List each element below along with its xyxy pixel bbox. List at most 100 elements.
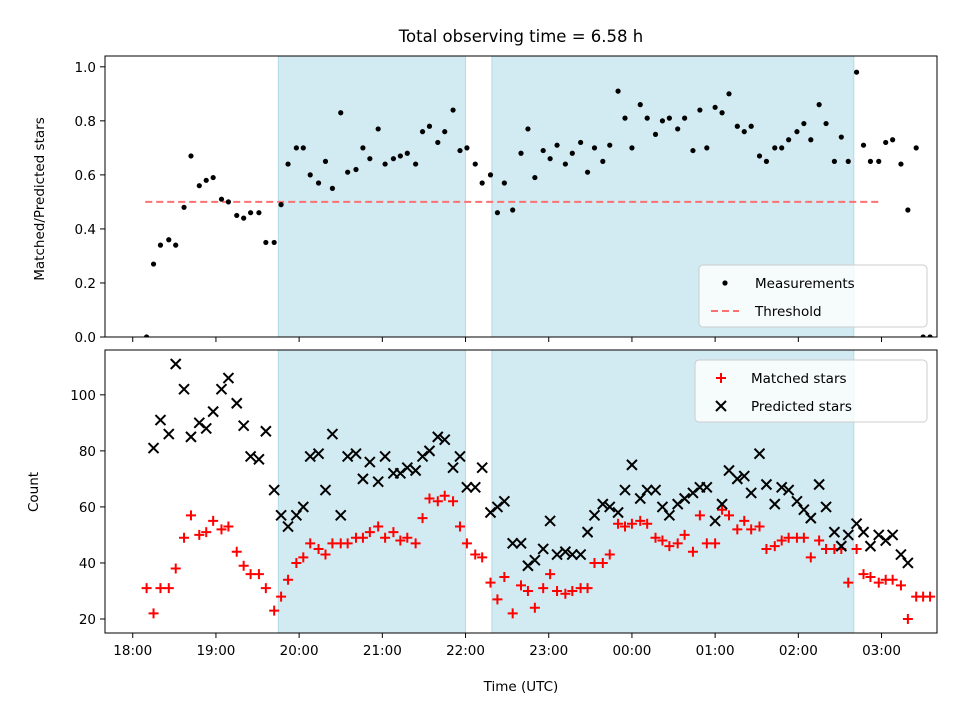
matched-star-point: [364, 527, 375, 538]
predicted-star-point: [857, 526, 870, 538]
measurement-point: [704, 145, 710, 151]
y-tick-label: 0.2: [75, 276, 96, 292]
matched-star-point: [201, 527, 212, 538]
matched-star-point: [208, 515, 219, 526]
predicted-star-point: [200, 422, 212, 435]
measurement-point: [375, 126, 381, 132]
matched-star-point: [597, 557, 608, 568]
predicted-star-point: [678, 492, 691, 505]
measurement-point: [867, 158, 874, 164]
matched-star-point: [895, 580, 906, 591]
predicted-star-point: [588, 509, 601, 522]
matched-star-point: [395, 535, 406, 546]
predicted-star-point: [515, 537, 527, 550]
matched-star-point: [269, 605, 280, 616]
chart-title: Total observing time = 6.58 h: [398, 27, 643, 46]
measurement-point: [741, 129, 747, 135]
matched-star-point: [291, 557, 302, 568]
matched-star-point: [873, 577, 884, 588]
predicted-star-point: [319, 484, 332, 496]
matched-star-point: [552, 585, 563, 596]
matched-star-point: [388, 527, 399, 538]
measurement-point: [838, 134, 844, 140]
predicted-star-point: [537, 543, 549, 555]
matched-star-point: [902, 613, 913, 624]
predicted-star-point: [469, 481, 481, 494]
measurement-point: [786, 137, 792, 143]
matched-star-point: [305, 538, 316, 549]
predicted-star-point: [566, 548, 579, 561]
x-tick-label: 21:00: [363, 643, 402, 659]
predicted-star-point: [791, 495, 803, 508]
measurement-point: [367, 156, 373, 162]
predicted-star-point: [529, 554, 541, 566]
measurement-point: [540, 147, 546, 154]
matched-star-point: [238, 560, 249, 571]
measurement-point: [652, 131, 659, 137]
measurement-point: [315, 180, 322, 186]
measurement-point: [890, 137, 896, 143]
measurement-point: [218, 196, 225, 202]
predicted-star-point: [902, 557, 914, 569]
y-tick-label: 0.4: [75, 222, 96, 238]
matched-star-point: [754, 521, 765, 532]
legend-label: Measurements: [755, 276, 855, 292]
measurement-point: [173, 242, 179, 248]
matched-star-point: [417, 513, 428, 524]
top-axes: 0.0 0.2 0.4 0.6 0.8 1.0 Measurements Threshold: [75, 55, 938, 346]
matched-star-point: [276, 591, 287, 602]
matched-star-point: [620, 521, 630, 532]
predicted-star-point: [886, 529, 899, 541]
measurement-point: [404, 150, 410, 156]
predicted-star-point: [842, 529, 854, 541]
measurement-point: [256, 210, 262, 216]
matched-star-point: [865, 571, 876, 582]
axes-frame: [104, 349, 938, 634]
y-tick-label: 60: [79, 500, 96, 516]
matched-star-point: [679, 529, 690, 540]
measurement-point: [615, 88, 621, 94]
measurement-point: [748, 123, 754, 129]
matched-star-point: [626, 518, 637, 529]
measurement-point: [808, 137, 814, 143]
matched-star-point: [560, 588, 571, 599]
measurement-point: [472, 161, 478, 167]
predicted-star-point: [709, 515, 721, 527]
matched-star-point: [231, 546, 242, 557]
predicted-star-point: [634, 492, 646, 505]
matched-star-point: [185, 510, 196, 521]
predicted-star-point: [798, 504, 810, 516]
matched-star-point: [179, 532, 190, 543]
predicted-star-point: [335, 509, 347, 522]
predicted-star-point: [476, 461, 488, 474]
predicted-star-point: [820, 501, 832, 513]
measurement-point: [457, 147, 463, 154]
matched-star-point: [687, 546, 698, 557]
matched-star-point: [216, 524, 227, 535]
predicted-star-point: [185, 431, 197, 443]
x-tick-label: 23:00: [529, 643, 568, 659]
matched-star-point: [485, 577, 496, 588]
measurement-point: [913, 145, 919, 151]
measurement-point: [518, 150, 524, 156]
matched-star-point: [739, 515, 750, 526]
matched-star-point: [635, 515, 646, 526]
measurement-point: [591, 145, 598, 151]
predicted-star-point: [154, 414, 167, 426]
measurement-point: [263, 239, 269, 246]
legend-label: Matched stars: [751, 371, 847, 387]
matched-star-point: [887, 574, 898, 585]
matched-star-point: [858, 569, 869, 580]
matched-star-point: [672, 538, 683, 549]
matched-star-point: [507, 608, 518, 619]
axes-frame: [104, 55, 938, 338]
predicted-star-point: [282, 520, 294, 533]
legend: Measurements Threshold: [698, 264, 928, 328]
observing-interval-band: [277, 55, 467, 338]
predicted-star-point: [619, 484, 631, 496]
predicted-star-point: [559, 546, 572, 558]
predicted-star-point: [215, 383, 228, 395]
predicted-star-point: [895, 548, 907, 561]
measurement-point: [584, 169, 591, 175]
observing-interval-band: [277, 349, 467, 634]
